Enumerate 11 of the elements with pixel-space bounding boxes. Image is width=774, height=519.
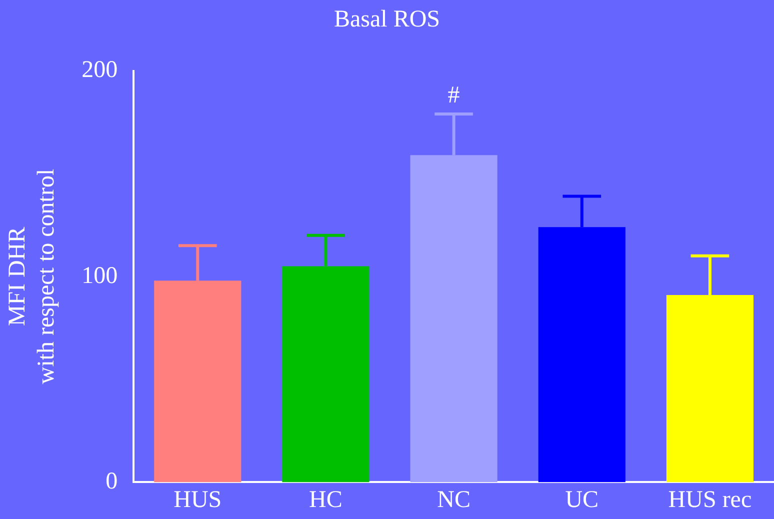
- x-tick-label: UC: [565, 486, 599, 513]
- annotation: #: [448, 82, 460, 108]
- y-tick-label: 0: [106, 468, 118, 494]
- x-tick-label: NC: [437, 486, 470, 513]
- y-tick-label: 200: [82, 57, 118, 84]
- chart-title: Basal ROS: [334, 6, 440, 33]
- x-tick-label: HUS rec: [668, 486, 752, 513]
- x-tick-label: HC: [309, 486, 342, 513]
- y-tick-label: 100: [82, 262, 118, 289]
- x-tick-label: HUS: [174, 486, 222, 513]
- y-axis-title: MFI DHR with respect to control: [4, 168, 60, 384]
